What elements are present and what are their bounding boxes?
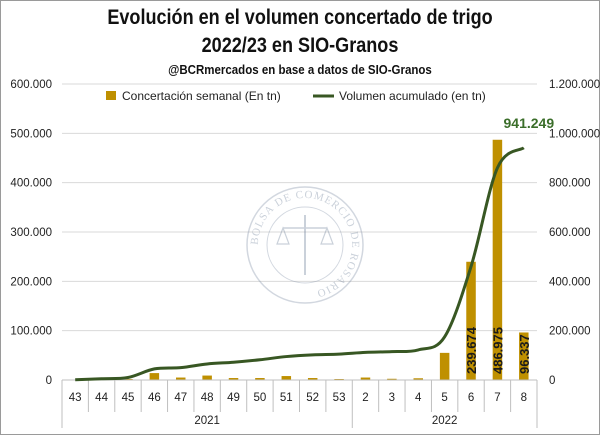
bar [439, 352, 450, 380]
bar [281, 376, 292, 380]
y-left-tick-label: 0 [46, 375, 52, 387]
x-tick-label: 5 [441, 392, 447, 404]
legend-label-line: Volumen acumulado (en tn) [339, 89, 486, 103]
chart-title-line2: 2022/23 en SIO-Granos [201, 34, 399, 57]
y-right-tick-label: 800.000 [549, 178, 591, 190]
y-right-tick-label: 1.000.000 [549, 128, 600, 140]
x-tick-label: 51 [280, 392, 293, 404]
x-tick-label: 7 [494, 392, 500, 404]
bar [360, 377, 371, 380]
bar-data-label: 486.975 [490, 327, 505, 374]
bar [307, 378, 318, 380]
bar [519, 332, 529, 380]
x-tick-label: 48 [201, 392, 214, 404]
bar-series [70, 139, 529, 381]
y-left-tick-label: 200.000 [10, 276, 52, 288]
data-labels: 239.674 486.975 96.337 941.249 [464, 115, 554, 374]
x-tick-label: 44 [95, 392, 108, 404]
x-tick-label: 53 [333, 392, 346, 404]
bar [413, 378, 423, 380]
y-left-tick-label: 300.000 [10, 227, 52, 239]
y-right-tick-label: 0 [549, 375, 555, 387]
bar-data-label: 96.337 [517, 334, 532, 374]
x-tick-label: 2 [362, 392, 368, 404]
bar [228, 378, 239, 380]
x-year-group-label: 2021 [194, 415, 220, 427]
line-series [75, 146, 525, 382]
line-final-value-label: 941.249 [504, 115, 555, 131]
legend-swatch-bar [106, 91, 116, 100]
x-tick-label: 52 [306, 392, 319, 404]
axes: 0 0 100.000 200.000 200.000 400.000 300.000 600… [10, 79, 600, 428]
y-left-tick-label: 100.000 [10, 326, 52, 338]
y-right-tick-label: 600.000 [549, 227, 591, 239]
x-tick-label: 46 [148, 392, 161, 404]
y-left-tick-label: 400.000 [10, 178, 52, 190]
accumulated-volume-line [75, 146, 525, 382]
x-tick-label: 4 [415, 392, 422, 404]
bar [149, 373, 160, 380]
y-left-tick-label: 500.000 [10, 128, 52, 140]
chart-title: Evolución en el volumen concertado de tr… [107, 6, 493, 29]
x-year-group-label: 2022 [432, 415, 458, 427]
x-tick-label: 50 [254, 392, 267, 404]
bar [202, 375, 212, 380]
bar [176, 377, 186, 380]
bar [466, 261, 476, 380]
x-tick-label: 3 [389, 392, 395, 404]
seal-inner-ring [266, 206, 344, 284]
bar [387, 378, 397, 380]
bar-data-label: 239.674 [464, 326, 479, 374]
x-tick-label: 8 [521, 392, 527, 404]
y-left-tick-label: 600.000 [10, 79, 52, 91]
chart-subtitle: @BCRmercados en base a datos de SIO-Gran… [168, 63, 432, 77]
x-tick-label: 6 [468, 392, 474, 404]
x-tick-label: 47 [174, 392, 187, 404]
legend-label-bar: Concertación semanal (En tn) [122, 89, 281, 103]
y-right-tick-label: 200.000 [549, 326, 591, 338]
seal-scales-icon [276, 226, 334, 245]
y-right-tick-label: 1.200.000 [549, 79, 600, 91]
x-tick-label: 49 [227, 392, 240, 404]
watermark-seal: BOLSA DE COMERCIO DE ROSARIO [246, 186, 364, 304]
bar [255, 378, 265, 380]
bar [492, 139, 503, 380]
legend: Concertación semanal (En tn) Volumen acum… [106, 89, 486, 103]
seal-outer-ring [246, 186, 364, 304]
y-right-tick-label: 400.000 [549, 276, 591, 288]
gridlines [62, 83, 537, 332]
x-tick-label: 43 [69, 392, 82, 404]
x-tick-label: 45 [122, 392, 135, 404]
